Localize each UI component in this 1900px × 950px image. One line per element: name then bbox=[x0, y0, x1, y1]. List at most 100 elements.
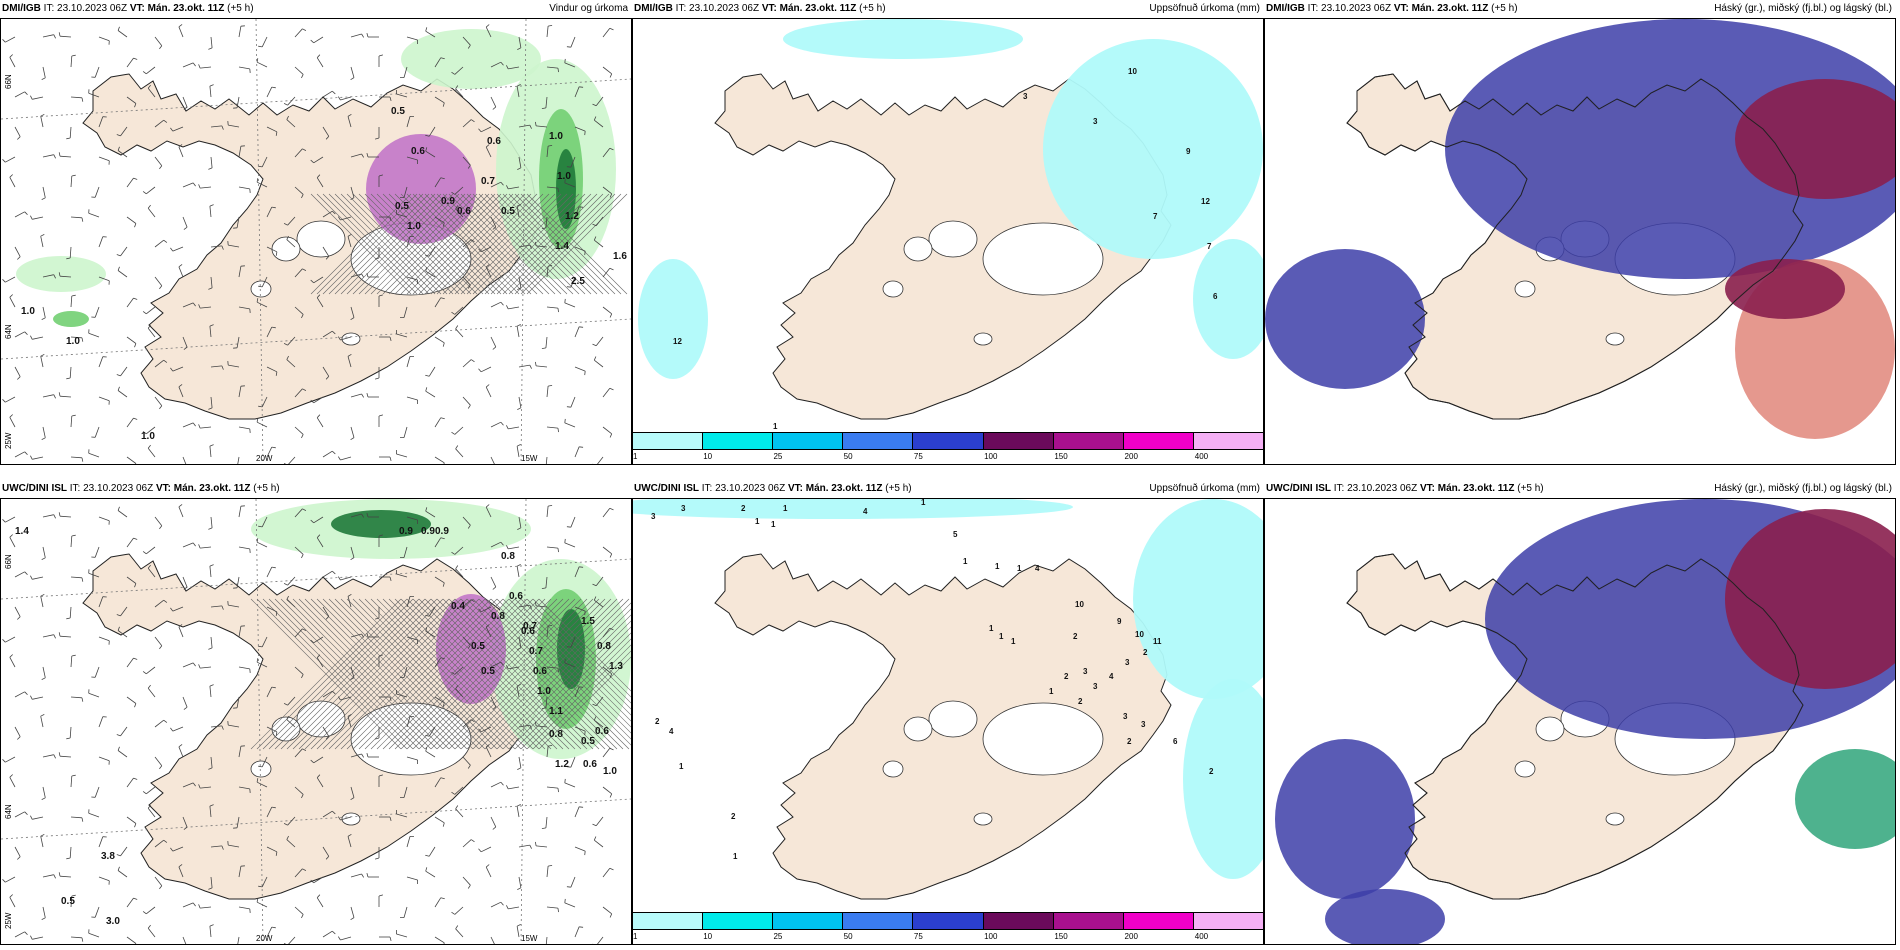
map-wind-precip[interactable]: 66N 64N 20W 15W 25W 0.5 0.6 0.6 0.7 0.5 0.9 0.6 0.5 1… bbox=[0, 18, 632, 465]
wind-barb bbox=[14, 931, 25, 938]
wind-barb-flag bbox=[133, 177, 138, 180]
wind-barb bbox=[182, 782, 194, 788]
wind-barb bbox=[574, 326, 580, 338]
wind-barb bbox=[266, 86, 273, 98]
wind-barb bbox=[508, 786, 520, 790]
map-clouds[interactable] bbox=[1264, 498, 1896, 945]
wind-barb-flag bbox=[425, 267, 428, 272]
wind-barb-flag bbox=[485, 264, 490, 268]
snow-hatch bbox=[310, 193, 628, 295]
wind-barb bbox=[490, 456, 495, 464]
wind-barb bbox=[434, 537, 442, 548]
wind-barb bbox=[14, 331, 25, 338]
wind-barb-flag bbox=[301, 794, 304, 799]
wind-barb-flag bbox=[378, 774, 384, 777]
wind-barb bbox=[182, 336, 188, 348]
wind-barb bbox=[266, 366, 278, 373]
precip-value: 1.5 bbox=[581, 616, 595, 627]
wind-barb-flag bbox=[579, 806, 584, 808]
colorbar-segment bbox=[773, 913, 844, 929]
wind-barb bbox=[117, 870, 128, 878]
wind-barb bbox=[462, 239, 472, 248]
wind-barb-flag bbox=[81, 697, 84, 702]
wind-barb-flag bbox=[592, 343, 597, 347]
wind-barb bbox=[546, 266, 549, 278]
wind-barb bbox=[182, 696, 188, 708]
wind-barb bbox=[350, 306, 355, 318]
snow-hatch bbox=[250, 598, 631, 750]
wind-barb bbox=[546, 506, 549, 518]
wind-barb bbox=[570, 36, 576, 48]
colorbar-segment bbox=[633, 433, 704, 449]
wind-barb bbox=[434, 57, 442, 68]
precip-value: 0.6 bbox=[487, 136, 501, 147]
wind-barb-flag bbox=[2, 519, 6, 523]
wind-barb bbox=[462, 156, 471, 166]
hatch-line bbox=[508, 193, 610, 295]
wind-barb-flag bbox=[467, 284, 471, 289]
wind-barb-flag bbox=[316, 894, 321, 898]
accum-value: 1 bbox=[963, 557, 968, 566]
wind-barb bbox=[256, 661, 268, 668]
precip-value: 0.6 bbox=[533, 666, 547, 677]
wind-barb-flag bbox=[566, 46, 571, 48]
wind-barb-flag bbox=[302, 28, 307, 31]
hatch-line bbox=[268, 598, 420, 750]
wind-barb bbox=[69, 126, 72, 139]
wind-barb bbox=[322, 210, 333, 218]
wind-barb-flag bbox=[516, 84, 521, 87]
wind-barb bbox=[126, 816, 137, 824]
wind-barb-flag bbox=[66, 737, 71, 740]
wind-barb-flag bbox=[183, 826, 188, 830]
map-accum-precip[interactable]: 10 3 3 9 12 7 7 6 12 1 bbox=[632, 18, 1264, 465]
wind-barb bbox=[126, 456, 137, 464]
wind-barb-flag bbox=[208, 527, 213, 530]
accum-value-group: 10 3 3 9 12 7 7 6 12 1 bbox=[673, 67, 1218, 431]
map-clouds[interactable] bbox=[1264, 18, 1896, 465]
wind-barb bbox=[322, 930, 333, 938]
wind-barb bbox=[42, 546, 46, 558]
wind-barb bbox=[98, 396, 110, 402]
accum-value: 2 bbox=[1073, 632, 1078, 641]
wind-barb bbox=[322, 570, 333, 578]
wind-barb bbox=[313, 636, 324, 644]
map-wind-precip[interactable]: 66N 64N 20W 15W 25W 1.4 0.9 0.9 0.9 0.8 0.6 0.8 0.6 0… bbox=[0, 498, 632, 945]
wind-barb-flag bbox=[332, 690, 336, 695]
wind-barb-flag bbox=[133, 897, 138, 900]
wind-barb-flag bbox=[53, 394, 56, 399]
map-accum-precip[interactable]: 3 3 2 1 1 1 4 1 5 1 1 1 4 10 9 10 11 2 3 4 3 3 1 2 1 1 2 1 2 3 2 6 3 2 2 4 1… bbox=[632, 498, 1264, 945]
wind-barb bbox=[146, 66, 156, 75]
wind-barb bbox=[287, 816, 296, 826]
wind-barb bbox=[594, 839, 604, 848]
wind-barb bbox=[564, 422, 576, 428]
wind-barb-flag bbox=[256, 538, 259, 543]
wind-barb bbox=[294, 186, 304, 195]
wind-barb bbox=[14, 211, 25, 218]
wind-barb-flag bbox=[275, 371, 278, 376]
wind-barb-flag bbox=[593, 836, 597, 841]
accum-value: 3 bbox=[681, 504, 686, 513]
wind-barb-flag bbox=[609, 747, 614, 751]
wind-barb bbox=[236, 696, 240, 708]
wind-barb-flag bbox=[53, 274, 56, 279]
wind-barb bbox=[403, 426, 408, 438]
wind-barb-flag bbox=[163, 239, 168, 243]
wind-barb-flag bbox=[592, 103, 597, 107]
wind-barb bbox=[546, 426, 558, 429]
hatch-line bbox=[538, 656, 631, 750]
wind-barb bbox=[428, 846, 436, 857]
wind-barb-flag bbox=[17, 256, 21, 260]
wind-barb bbox=[403, 186, 408, 198]
wind-barb bbox=[316, 177, 324, 188]
wind-barb bbox=[261, 516, 268, 528]
wind-barb bbox=[288, 456, 296, 464]
wind-barb bbox=[210, 876, 213, 888]
wind-barb bbox=[406, 156, 418, 161]
wind-barb bbox=[406, 276, 418, 281]
wind-barb bbox=[396, 93, 408, 98]
wind-barb bbox=[154, 839, 164, 848]
wind-barb bbox=[154, 516, 163, 526]
glacier bbox=[1605, 812, 1625, 826]
axis-label: 66N bbox=[4, 554, 13, 569]
